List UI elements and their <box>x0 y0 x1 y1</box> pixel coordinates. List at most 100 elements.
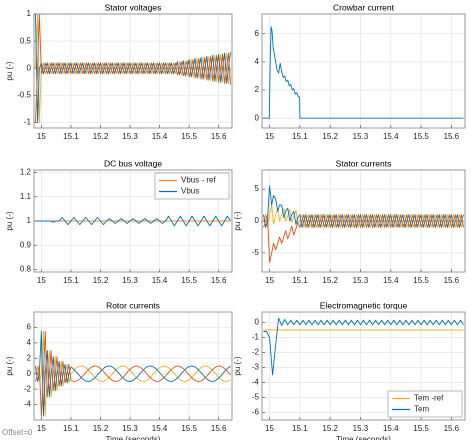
plot-frame <box>33 13 233 129</box>
x-tick-label: 15.4 <box>152 132 168 141</box>
y-tick-label: -5 <box>252 393 260 402</box>
y-tick-label: 6 <box>27 323 32 332</box>
y-tick-label: -2 <box>24 384 32 393</box>
x-tick-label: 15.1 <box>63 132 79 141</box>
x-axis-label: Time (seconds) <box>106 435 161 440</box>
x-tick-label: 15.5 <box>413 132 429 141</box>
x-tick-label: 15.5 <box>413 276 429 285</box>
plot-frame <box>261 13 466 129</box>
x-tick-label: 15.2 <box>93 276 109 285</box>
series-line <box>35 330 231 417</box>
y-tick-label: 1 <box>27 216 32 225</box>
offset-label: Offset=0 <box>2 428 33 437</box>
series-line <box>35 330 231 417</box>
series-line <box>263 214 464 263</box>
chart-title: Rotor currents <box>106 300 160 310</box>
x-tick-label: 15.4 <box>152 424 168 433</box>
series-line <box>35 14 231 124</box>
y-tick-label: 1.2 <box>20 168 32 177</box>
x-tick-label: 15.2 <box>322 132 338 141</box>
x-tick-label: 15.1 <box>292 424 308 433</box>
y-tick-label: 0 <box>27 369 32 378</box>
x-tick-label: 15.6 <box>211 132 227 141</box>
plot-frame <box>261 169 466 273</box>
y-tick-label: 4 <box>255 57 260 66</box>
y-tick-label: 0.5 <box>20 36 32 45</box>
x-tick-label: 15.4 <box>383 132 399 141</box>
y-tick-label: 2 <box>255 85 260 94</box>
y-tick-label: 0.8 <box>20 265 32 274</box>
legend-label: Vbus <box>181 187 199 196</box>
x-tick-label: 15.1 <box>63 276 79 285</box>
legend-box <box>387 390 463 418</box>
chart-title: Stator currents <box>336 158 392 168</box>
series-line <box>35 215 231 227</box>
x-axis-label: Time (seconds) <box>336 435 391 440</box>
y-tick-label: 5 <box>255 184 260 193</box>
y-tick-label: -1 <box>24 118 32 127</box>
series-line <box>263 317 464 376</box>
y-tick-label: 6 <box>255 29 260 38</box>
y-tick-label: -3 <box>252 363 260 372</box>
plot-frame <box>33 169 233 273</box>
x-tick-label: 15 <box>265 132 274 141</box>
series-line <box>263 185 464 228</box>
y-tick-label: -1 <box>252 333 260 342</box>
series-line <box>35 14 231 123</box>
x-tick-label: 15.5 <box>181 276 197 285</box>
plot-area <box>262 14 465 128</box>
x-tick-label: 15.1 <box>63 424 79 433</box>
x-tick-label: 15.3 <box>122 276 138 285</box>
plot-frame <box>261 311 466 421</box>
x-tick-label: 15.3 <box>353 424 369 433</box>
series-line <box>263 204 464 228</box>
x-tick-label: 15.1 <box>292 276 308 285</box>
y-tick-label: 0 <box>255 216 260 225</box>
y-axis-label: pu (-) <box>233 356 242 375</box>
x-tick-label: 15.4 <box>152 276 168 285</box>
x-tick-label: 15.6 <box>444 132 460 141</box>
y-axis-label: pu (-) <box>233 211 242 230</box>
chart-title: DC bus voltage <box>104 158 162 168</box>
y-tick-label: 1.1 <box>20 192 32 201</box>
chart-title: Crowbar current <box>333 2 395 12</box>
y-tick-label: -4 <box>252 378 260 387</box>
legend-label: Vbus - ref <box>181 176 216 185</box>
x-tick-label: 15.3 <box>353 132 369 141</box>
x-tick-label: 15.3 <box>353 276 369 285</box>
y-tick-label: 0 <box>255 318 260 327</box>
y-tick-label: 2 <box>27 353 32 362</box>
y-tick-label: 0 <box>27 63 32 72</box>
y-tick-label: -2 <box>252 348 260 357</box>
x-tick-label: 15.5 <box>413 424 429 433</box>
x-tick-label: 15.6 <box>444 276 460 285</box>
x-tick-label: 15 <box>37 424 46 433</box>
series-line <box>263 26 464 119</box>
y-axis-label: pu (-) <box>5 211 14 230</box>
x-tick-label: 15.5 <box>181 424 197 433</box>
x-tick-label: 15.5 <box>181 132 197 141</box>
x-tick-label: 15.3 <box>122 132 138 141</box>
y-tick-label: 0 <box>255 113 260 122</box>
plot-frame <box>33 311 233 421</box>
x-tick-label: 15.1 <box>292 132 308 141</box>
y-tick-label: -4 <box>24 400 32 409</box>
x-tick-label: 15.2 <box>93 424 109 433</box>
y-tick-label: 4 <box>27 338 32 347</box>
x-tick-label: 15.6 <box>444 424 460 433</box>
x-tick-label: 15.2 <box>322 424 338 433</box>
x-tick-label: 15.4 <box>383 424 399 433</box>
y-tick-label: 0.9 <box>20 240 32 249</box>
x-tick-label: 15.6 <box>211 424 227 433</box>
x-tick-label: 15 <box>37 276 46 285</box>
legend-label: Tem <box>414 405 429 414</box>
x-tick-label: 15 <box>265 424 274 433</box>
x-tick-label: 15.3 <box>122 424 138 433</box>
x-tick-label: 15.4 <box>383 276 399 285</box>
y-tick-label: -6 <box>252 408 260 417</box>
x-tick-label: 15 <box>37 132 46 141</box>
x-tick-label: 15.6 <box>211 276 227 285</box>
x-tick-label: 15 <box>265 276 274 285</box>
series-line <box>35 330 231 417</box>
